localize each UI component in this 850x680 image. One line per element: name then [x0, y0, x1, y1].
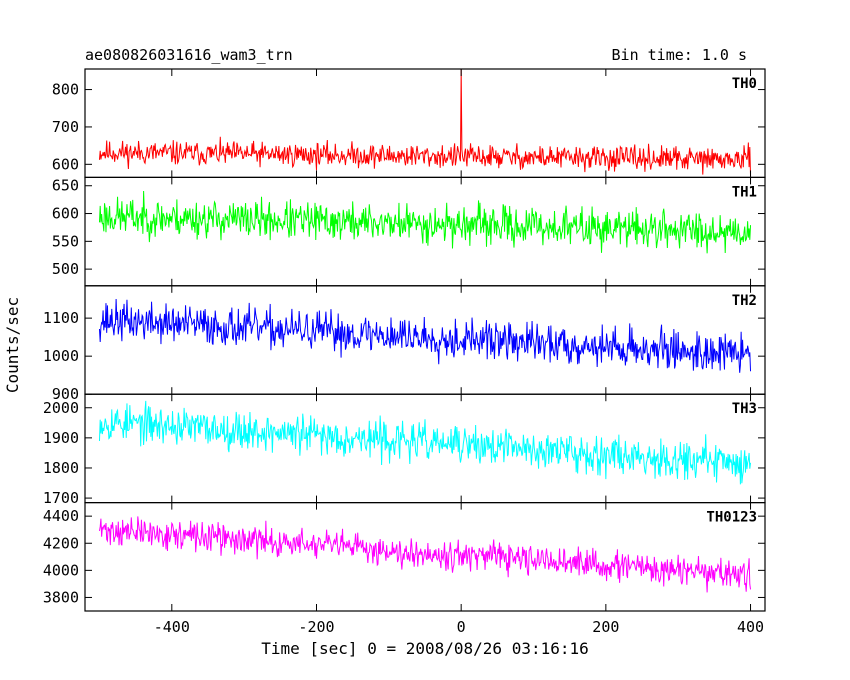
- panel-label-th3: TH3: [732, 401, 757, 417]
- ytick-label-th2: 1100: [43, 309, 79, 327]
- series-th1: [98, 190, 752, 254]
- ytick-label-th1: 500: [52, 260, 79, 278]
- series-th0123: [98, 516, 752, 593]
- ytick-label-th0123: 4200: [43, 534, 79, 552]
- panel-label-th0123: TH0123: [706, 510, 757, 526]
- ytick-label-th0: 700: [52, 118, 79, 136]
- ytick-label-th3: 2000: [43, 399, 79, 417]
- ytick-label-th2: 900: [52, 385, 79, 403]
- ytick-label-th3: 1900: [43, 429, 79, 447]
- panel-label-th0: TH0: [732, 76, 757, 92]
- ytick-label-th0: 800: [52, 81, 79, 99]
- panels: 600 700 800 TH0 500 550 600 650 TH1 900 1000 1100 TH…: [43, 68, 766, 636]
- ytick-label-th0123: 4400: [43, 507, 79, 525]
- xtick-label: -400: [154, 618, 190, 636]
- panel-th3: 1700 1800 1900 2000 TH3: [43, 393, 766, 507]
- panel-frame-th1: [84, 176, 766, 287]
- series-th2: [98, 298, 752, 373]
- ytick-label-th1: 550: [52, 232, 79, 250]
- panel-th0123: 3800 4000 4200 4400 TH0123: [43, 502, 766, 612]
- ytick-label-th1: 650: [52, 177, 79, 195]
- xtick-label: 0: [457, 618, 466, 636]
- series-th3: [98, 400, 752, 485]
- panel-label-th1: TH1: [732, 184, 757, 200]
- ytick-label-th3: 1700: [43, 489, 79, 507]
- panel-frame-th0123: [84, 502, 766, 612]
- ytick-label-th1: 600: [52, 205, 79, 223]
- xtick-label: -200: [298, 618, 334, 636]
- panel-th2: 900 1000 1100 TH2: [43, 285, 766, 403]
- xtick-label: 200: [592, 618, 619, 636]
- panel-th0: 600 700 800 TH0: [52, 68, 766, 179]
- ytick-label-th2: 1000: [43, 347, 79, 365]
- bin-time-label: Bin time: 1.0 s: [612, 46, 747, 64]
- xtick-label: 400: [737, 618, 764, 636]
- y-axis-label: Counts/sec: [3, 297, 22, 393]
- chart-title: ae080826031616_wam3_trn: [85, 46, 293, 64]
- ytick-label-th0123: 4000: [43, 561, 79, 579]
- series-th0: [98, 68, 752, 176]
- panel-label-th2: TH2: [732, 293, 757, 309]
- ytick-label-th3: 1800: [43, 459, 79, 477]
- ytick-label-th0123: 3800: [43, 588, 79, 606]
- panel-th1: 500 550 600 650 TH1: [52, 176, 766, 287]
- ytick-label-th0: 600: [52, 155, 79, 173]
- x-axis-label: Time [sec] 0 = 2008/08/26 03:16:16: [261, 639, 589, 658]
